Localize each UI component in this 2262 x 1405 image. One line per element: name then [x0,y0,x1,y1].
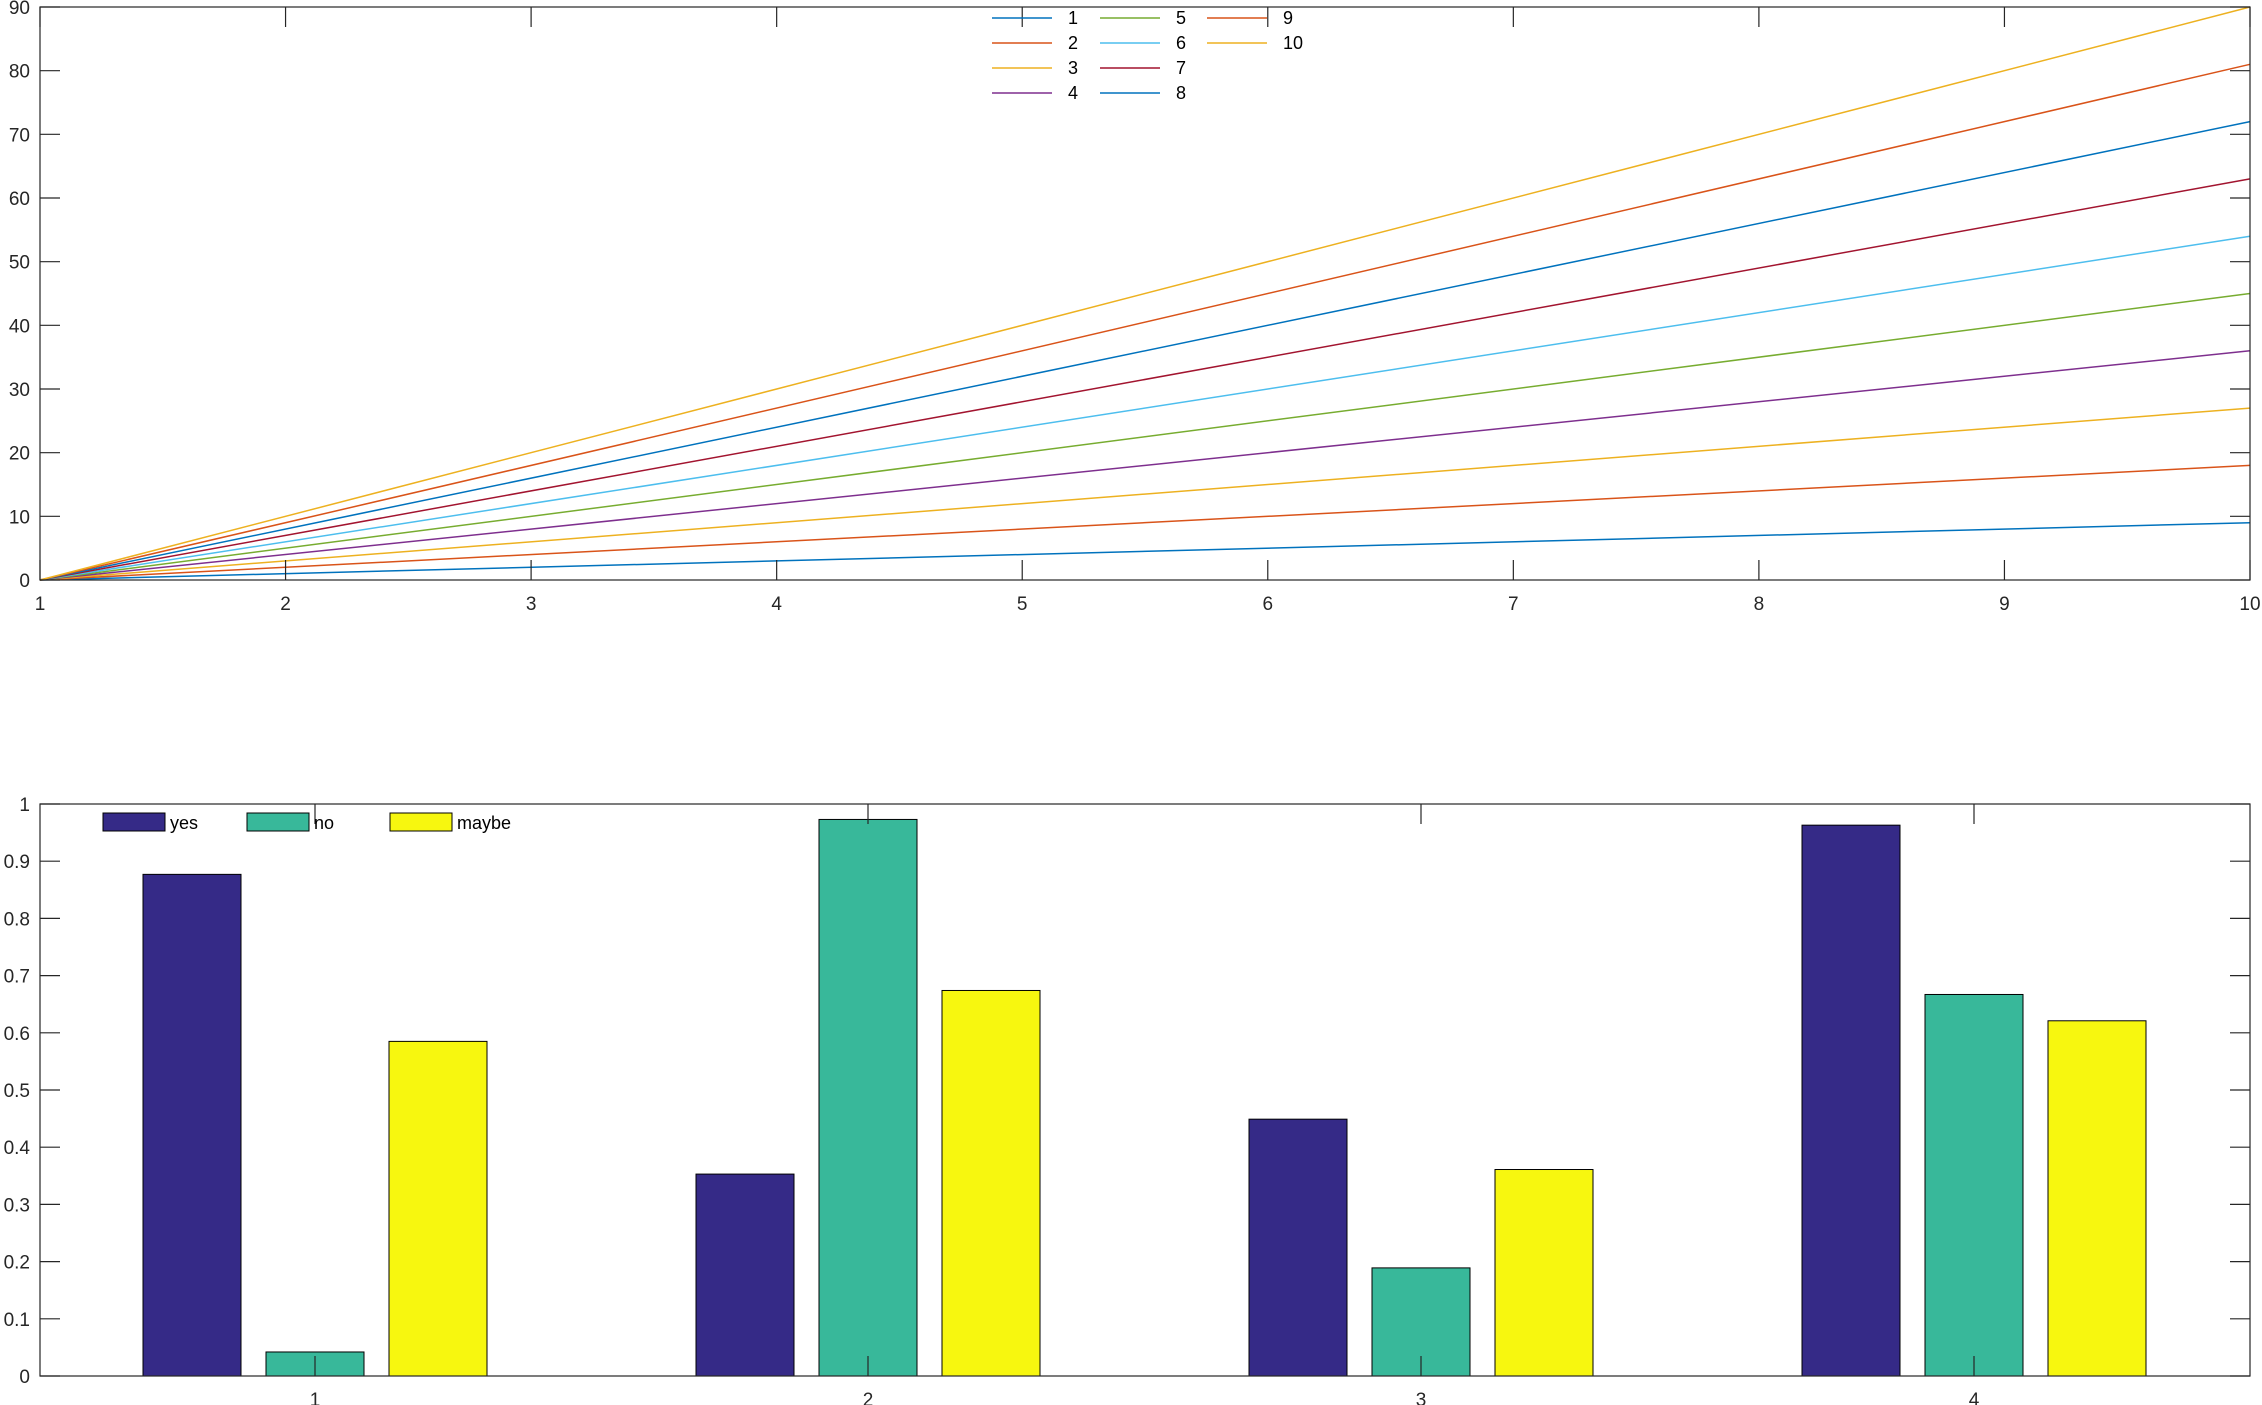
legend-label: 8 [1176,83,1186,103]
axes-box [39,803,2251,1377]
bar [1801,824,1901,1377]
legend-label: yes [170,813,198,833]
y-tick-label: 0 [19,1367,30,1388]
bar [1248,1118,1348,1377]
bar-chart: 1 2 3 4 0 0.1 0.2 0.3 0.4 0.5 0.6 0.7 0.8 0.9 1 yes no ma… [4,795,2251,1405]
y-tick-label: 80 [9,62,30,83]
legend-label: 1 [1068,8,1078,28]
legend-label: maybe [457,813,511,833]
series-line [39,292,2251,581]
legend-swatch [102,812,166,832]
y-tick-label: 20 [9,444,30,465]
line-chart: 1 2 3 4 5 6 7 8 9 10 0 10 20 30 40 50 60 70 80 90 1 2 3 4 5 6 7 8 9 1… [9,0,2261,615]
bar [941,989,1041,1377]
y-tick-label: 50 [9,253,30,274]
x-tick-label: 4 [1969,1390,1980,1405]
axes-box [39,6,2251,581]
bar [388,1040,488,1377]
x-tick-label: 2 [280,594,291,615]
x-tick-label: 2 [863,1390,874,1405]
x-tick-label: 5 [1017,594,1028,615]
legend-label: 3 [1068,58,1078,78]
bar [1494,1169,1594,1377]
legend-label: 10 [1283,33,1303,53]
series-line [39,6,2251,581]
y-tick-label: 0.1 [4,1310,30,1331]
y-tick-label: 0.8 [4,909,30,930]
x-tick-label: 6 [1262,594,1273,615]
series-line [39,407,2251,581]
bar [142,873,242,1377]
bar [2047,1020,2147,1377]
series-line [39,521,2251,581]
x-tick-label: 4 [771,594,782,615]
y-tick-label: 0.3 [4,1195,30,1216]
series-line [39,350,2251,581]
legend-label: 4 [1068,83,1078,103]
y-tick-label: 70 [9,125,30,146]
series-line [39,235,2251,581]
series-line [39,63,2251,581]
legend-label: no [314,813,334,833]
x-tick-label: 10 [2239,594,2260,615]
x-tick-label: 8 [1754,594,1765,615]
legend-label: 9 [1283,8,1293,28]
y-tick-label: 90 [9,0,30,19]
legend-swatch [246,812,310,832]
y-tick-label: 0.6 [4,1024,30,1045]
legend-label: 7 [1176,58,1186,78]
y-tick-label: 1 [19,795,30,816]
legend-label: 5 [1176,8,1186,28]
y-tick-label: 0.2 [4,1253,30,1274]
x-tick-label: 1 [35,594,46,615]
bar [695,1173,795,1377]
y-tick-label: 40 [9,316,30,337]
y-tick-label: 0.9 [4,852,30,873]
x-tick-label: 3 [526,594,537,615]
x-tick-label: 3 [1416,1390,1427,1405]
series-line [39,178,2251,581]
x-tick-label: 9 [1999,594,2010,615]
legend-label: 6 [1176,33,1186,53]
bar [818,818,918,1377]
series-line [39,464,2251,581]
y-tick-label: 30 [9,380,30,401]
series-line [39,120,2251,581]
legend-label: 2 [1068,33,1078,53]
y-tick-label: 0 [19,571,30,592]
bar [1924,993,2024,1377]
x-tick-label: 1 [310,1390,321,1405]
y-tick-label: 10 [9,507,30,528]
y-tick-label: 0.5 [4,1081,30,1102]
y-tick-label: 60 [9,189,30,210]
legend-swatch [389,812,453,832]
y-tick-label: 0.7 [4,967,30,988]
y-tick-label: 0.4 [4,1138,31,1159]
x-tick-label: 7 [1508,594,1519,615]
